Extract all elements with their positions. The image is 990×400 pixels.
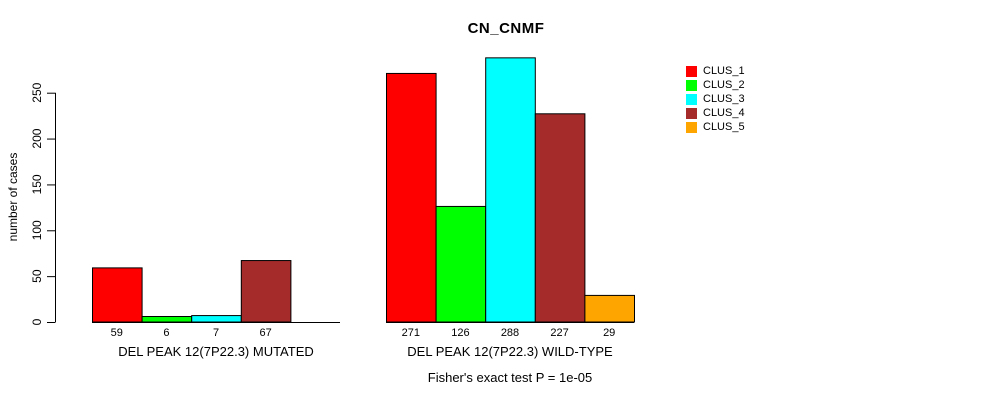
y-tick-label: 250 [30,82,44,102]
bar-clus_1-group-1 [386,72,437,323]
legend-item-clus-5: CLUS_5 [686,120,745,134]
legend-swatch-clus-4 [686,107,697,119]
x-group-label-mutated: DEL PEAK 12(7P22.3) MUTATED [118,344,314,359]
x-group-label-wild-type: DEL PEAK 12(7P22.3) WILD-TYPE [407,344,613,359]
y-tick-label: 200 [30,128,44,148]
bar-value-label: 126 [451,327,469,339]
y-tick-label: 50 [30,269,44,283]
bar-clus_3-group-1 [485,57,536,323]
legend-label-clus-4: CLUS_4 [703,107,745,119]
legend-swatch-clus-2 [686,79,697,91]
bar-value-label: 7 [213,327,219,339]
bar-clus_4-group-0 [240,260,292,323]
bar-value-label: 288 [501,327,519,339]
fisher-test-annotation: Fisher's exact test P = 1e-05 [427,370,593,385]
bar-clus_5-group-1 [584,294,636,323]
bar-value-label: 6 [163,327,169,339]
chart-title: CN_CNMF [467,20,545,37]
legend-swatch-clus-5 [686,121,697,133]
bar-clus_4-group-1 [534,113,586,323]
bar-clus_1-group-0 [92,267,143,323]
y-tick-label: 0 [30,318,44,325]
legend-label-clus-2: CLUS_2 [703,79,745,91]
bar-clus_2-group-0 [141,315,193,323]
bar-value-label: 227 [550,327,568,339]
legend-item-clus-1: CLUS_1 [686,64,745,78]
legend-swatch-clus-1 [686,65,697,77]
bar-clus_2-group-1 [435,205,487,323]
bar-value-label: 67 [259,327,271,339]
y-tick-label: 150 [30,174,44,194]
legend-label-clus-5: CLUS_5 [703,121,745,133]
bar-clus_3-group-0 [191,315,242,323]
bar-value-label: 271 [402,327,420,339]
legend-label-clus-3: CLUS_3 [703,93,745,105]
legend-item-clus-2: CLUS_2 [686,78,745,92]
legend: CLUS_1 CLUS_2 CLUS_3 CLUS_4 CLUS_5 [686,64,745,134]
legend-label-clus-1: CLUS_1 [703,65,745,77]
legend-item-clus-4: CLUS_4 [686,106,745,120]
bar-value-label: 29 [603,327,615,339]
y-tick-label: 100 [30,220,44,240]
bar-value-label: 59 [111,327,123,339]
legend-swatch-clus-3 [686,93,697,105]
legend-item-clus-3: CLUS_3 [686,92,745,106]
